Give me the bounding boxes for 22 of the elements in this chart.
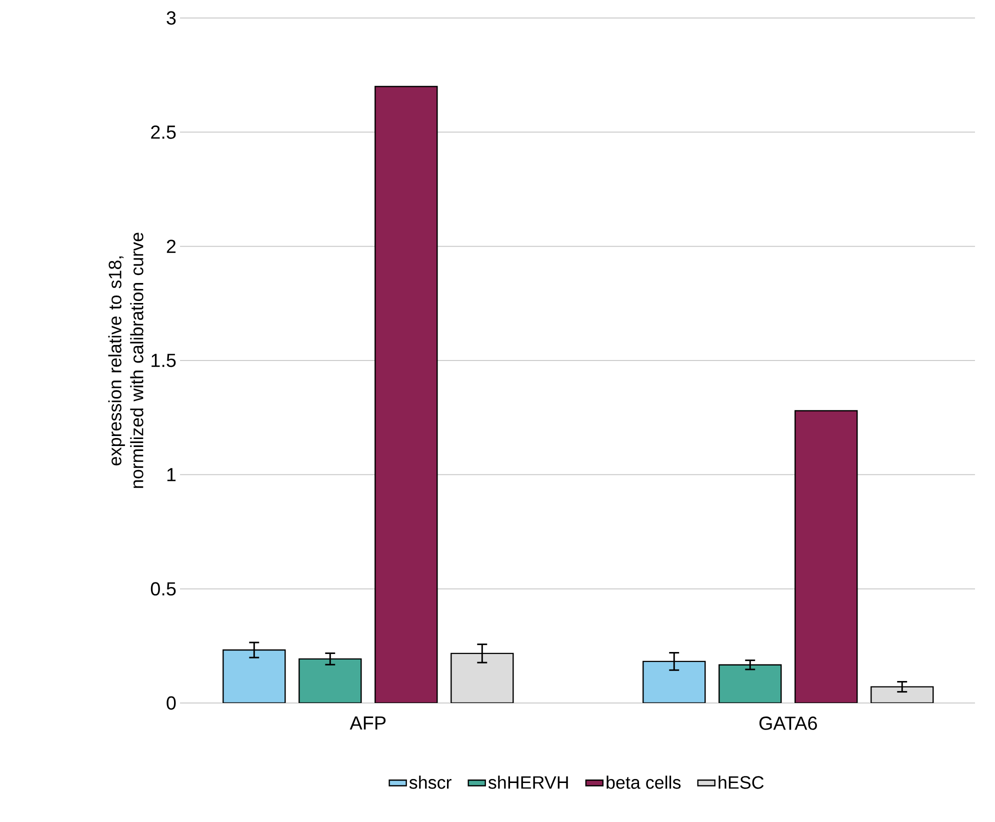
x-tick-label: AFP xyxy=(350,716,386,730)
y-tick-label: 0.5 xyxy=(150,582,176,596)
y-tick-label: 1 xyxy=(167,468,176,482)
y-tick-label: 1.5 xyxy=(152,354,176,368)
bar xyxy=(718,664,782,703)
y-tick-label: 3 xyxy=(166,11,176,25)
y-tick-label: 2.5 xyxy=(151,125,176,139)
bar xyxy=(870,686,934,703)
bar xyxy=(298,658,362,703)
y-tick-label: 0 xyxy=(166,696,176,710)
y-tick-label: 2 xyxy=(166,240,176,253)
y-axis-title: expression relative to s18, normilized with calibration curve xyxy=(108,232,144,488)
bar xyxy=(450,652,514,703)
legend-label: shHERVH xyxy=(488,776,568,789)
bar xyxy=(794,410,858,703)
bar xyxy=(222,649,286,703)
bar xyxy=(374,86,438,703)
legend-label: hESC xyxy=(718,776,764,789)
legend-label: shscr xyxy=(409,776,452,789)
legend-label: beta cells xyxy=(606,776,681,789)
bar xyxy=(642,660,706,703)
x-tick-label: GATA6 xyxy=(759,716,817,730)
